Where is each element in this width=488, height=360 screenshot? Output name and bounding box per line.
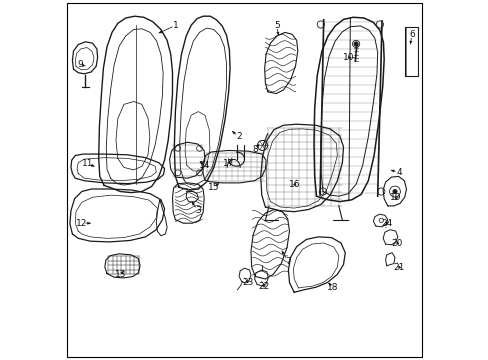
Text: 13: 13 xyxy=(114,270,126,279)
Text: 18: 18 xyxy=(326,284,338,292)
Text: 17: 17 xyxy=(222,159,234,168)
Circle shape xyxy=(392,190,396,193)
Text: 14: 14 xyxy=(199,161,210,170)
Text: 7: 7 xyxy=(284,256,290,265)
Text: 5: 5 xyxy=(273,21,279,30)
Text: 9: 9 xyxy=(78,60,83,69)
Text: 8: 8 xyxy=(252,145,258,154)
Text: 20: 20 xyxy=(391,238,403,248)
Text: 4: 4 xyxy=(396,168,401,177)
Circle shape xyxy=(354,42,357,46)
Text: 24: 24 xyxy=(380,219,391,228)
Text: 6: 6 xyxy=(408,30,414,39)
Text: 10: 10 xyxy=(343,53,354,62)
Text: 15: 15 xyxy=(208,183,219,192)
Text: 2: 2 xyxy=(236,132,242,141)
Text: 1: 1 xyxy=(173,21,179,30)
Text: 21: 21 xyxy=(393,263,404,271)
Text: 3: 3 xyxy=(194,206,200,215)
Text: 11: 11 xyxy=(82,159,94,168)
Text: 19: 19 xyxy=(389,194,401,202)
Text: 22: 22 xyxy=(258,282,269,291)
Bar xyxy=(404,27,418,76)
Text: 16: 16 xyxy=(288,180,300,189)
Text: 23: 23 xyxy=(242,278,253,287)
Text: 12: 12 xyxy=(76,219,87,228)
